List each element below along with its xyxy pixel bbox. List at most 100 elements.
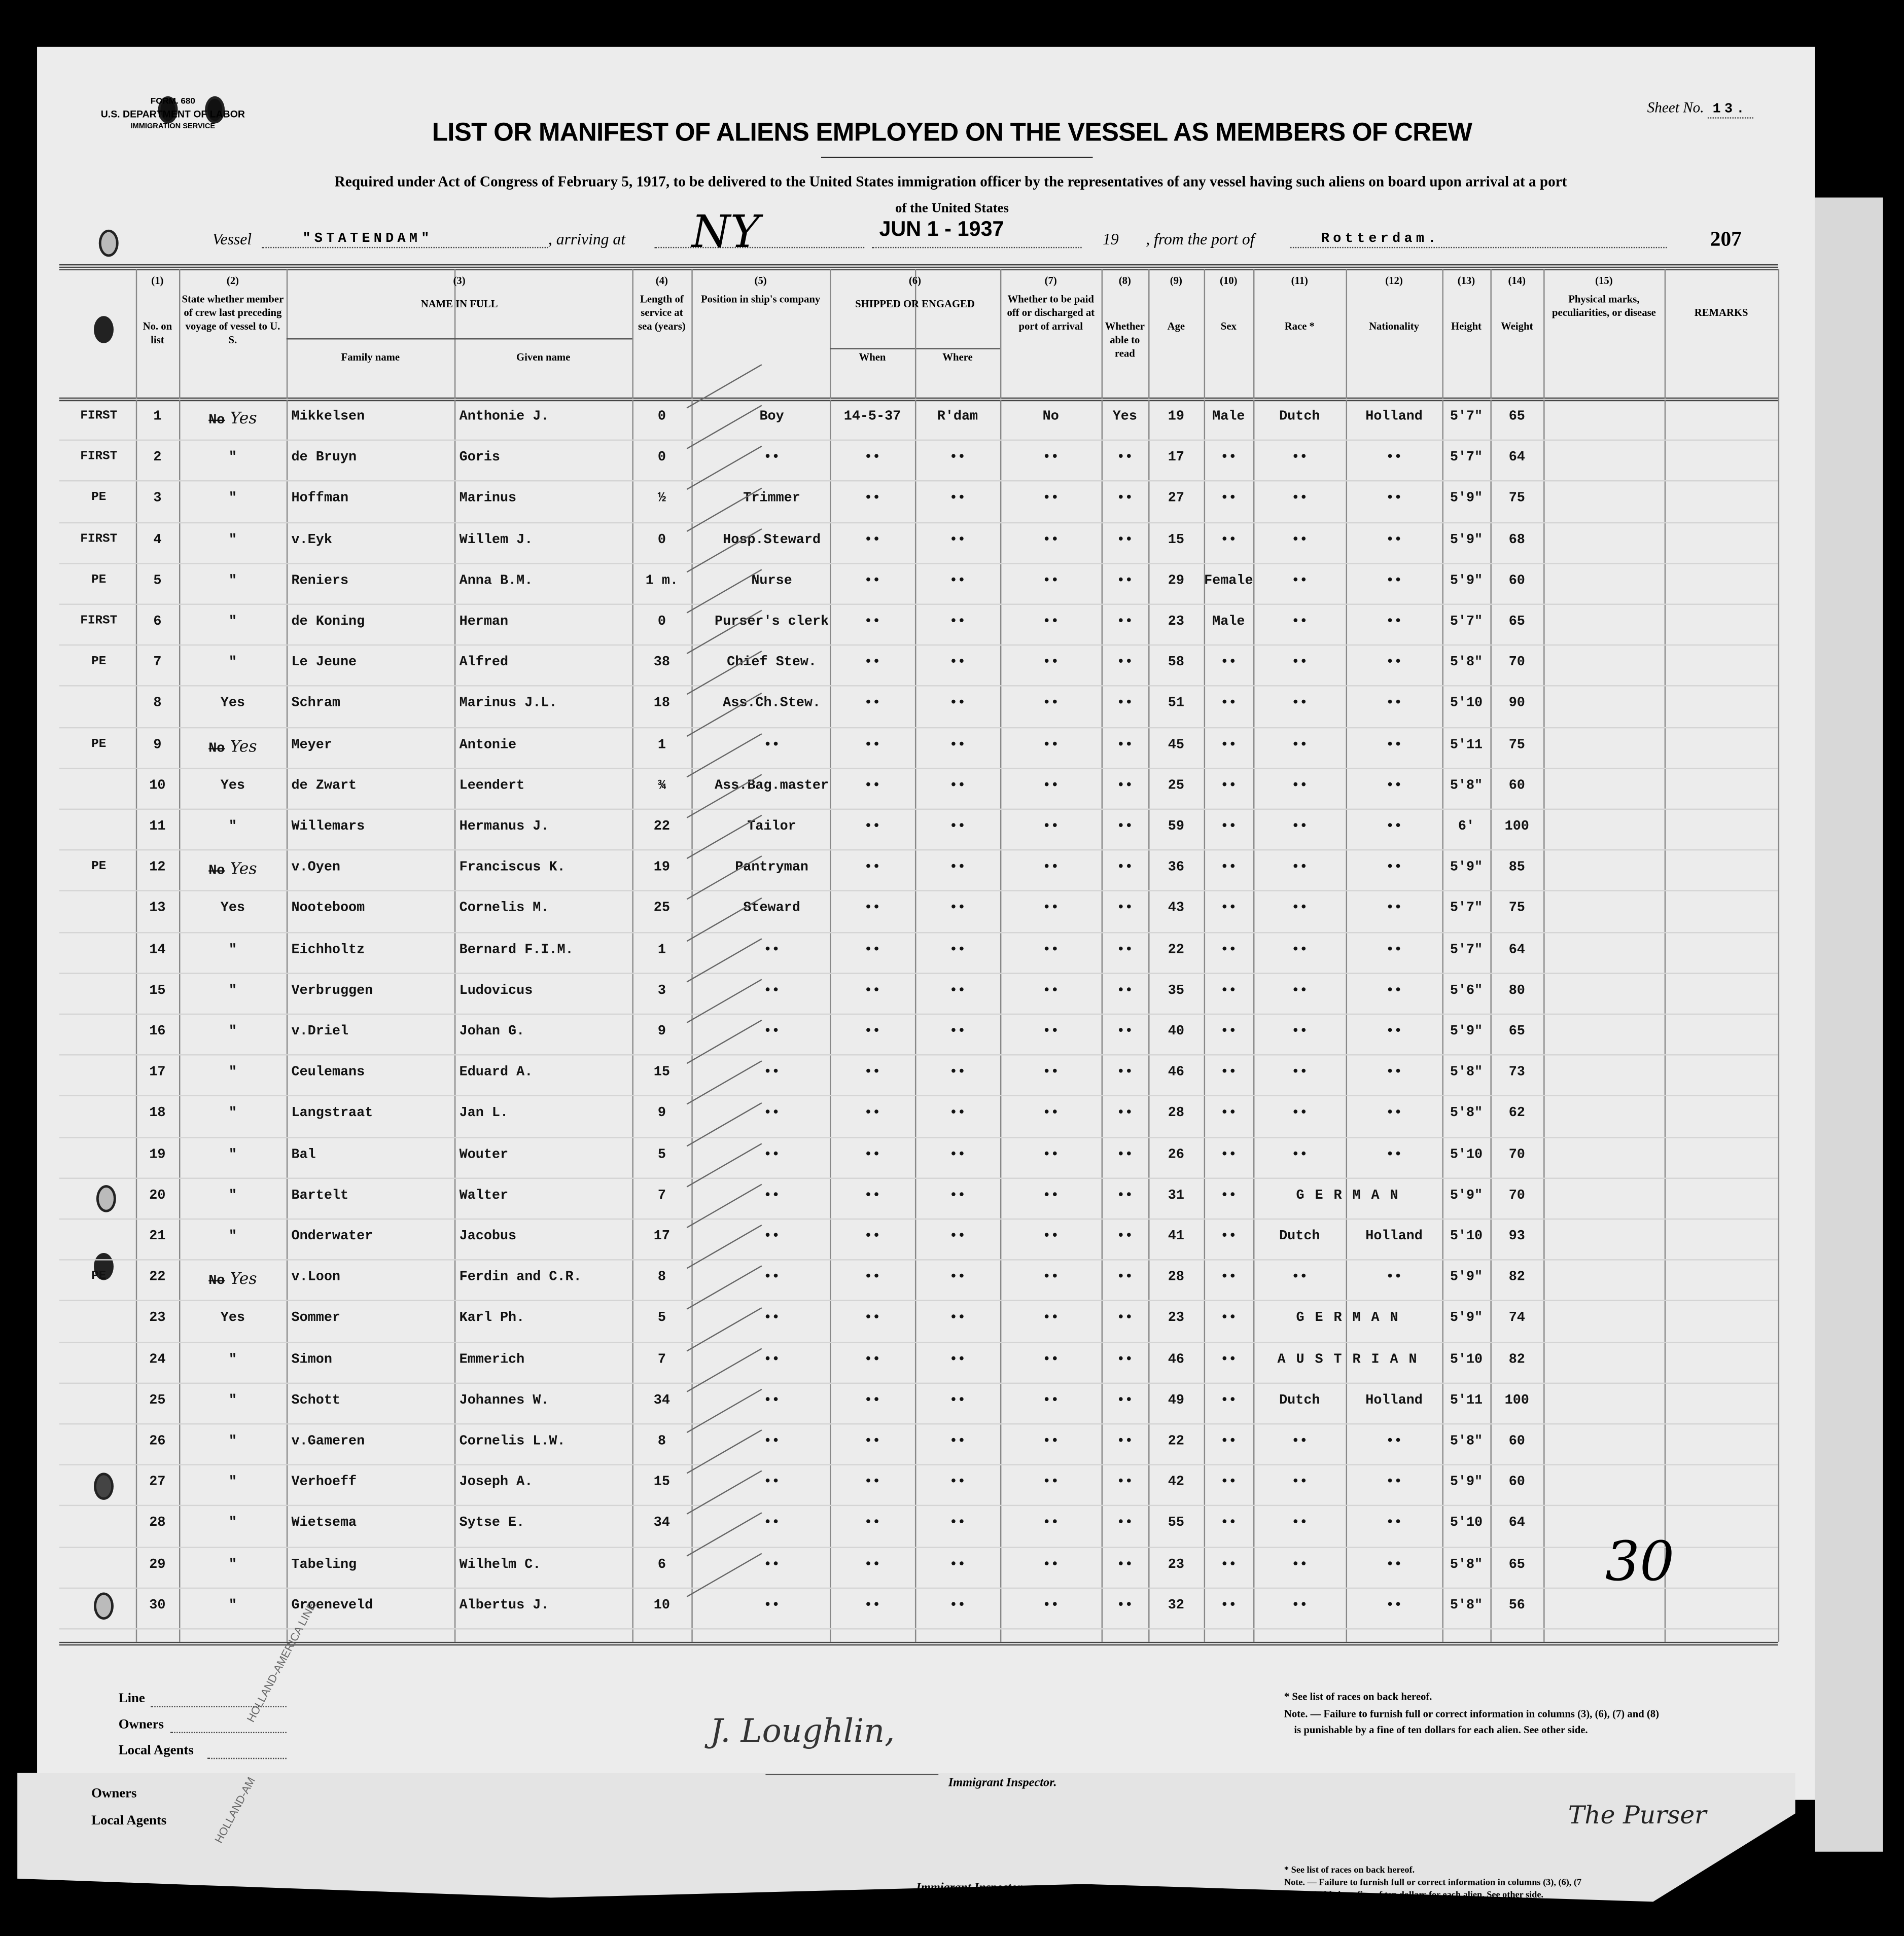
cell-where: •• <box>949 983 966 999</box>
cell-age: 46 <box>1168 1065 1184 1081</box>
cell-weight: 75 <box>1508 491 1525 507</box>
row-rule <box>59 1505 1778 1507</box>
from-port-label: , from the port of <box>1146 229 1255 248</box>
cell-read: •• <box>1116 697 1133 712</box>
cell-weight: 100 <box>1504 819 1529 835</box>
table-row: 29 " Tabeling Wilhelm C. 6 •• •• •• •• •• 23 •• •• ••… <box>0 1557 1778 1577</box>
cell-position: •• <box>763 1393 780 1409</box>
cell-position: •• <box>763 1557 780 1572</box>
cell-family: Schram <box>291 697 340 712</box>
row-rule <box>59 767 1778 769</box>
cell-state: " <box>228 942 237 958</box>
owners-label: Owners <box>118 1717 164 1732</box>
margin-annotation: PE <box>91 1270 107 1284</box>
cell-paid: •• <box>1042 1352 1059 1368</box>
cell-sex: •• <box>1220 1270 1237 1285</box>
column-label: Whether able to read <box>1105 319 1145 360</box>
cell-age: 28 <box>1168 1270 1184 1285</box>
subtitle-continued: of the United States <box>895 201 1009 217</box>
cell-given: Marinus J.L. <box>459 697 557 712</box>
cell-weight: 56 <box>1508 1598 1525 1614</box>
row-rule <box>59 1136 1778 1138</box>
cell-family: Verbruggen <box>291 983 373 999</box>
cell-nationality: •• <box>1386 1598 1402 1614</box>
cell-race: •• <box>1291 942 1308 958</box>
margin-annotation: PE <box>91 737 107 751</box>
cell-age: 31 <box>1168 1188 1184 1204</box>
cell-paid: •• <box>1042 1434 1059 1450</box>
cell-no: 1 <box>153 410 162 425</box>
cell-read: •• <box>1116 861 1133 876</box>
cell-state: No Yes <box>179 738 287 757</box>
table-row: 10 Yes de Zwart Leendert ¾ Ass.Bag.master •• ••… <box>0 779 1778 799</box>
cell-sex: •• <box>1220 1188 1237 1204</box>
cell-weight: 93 <box>1508 1229 1525 1244</box>
cell-no: 24 <box>149 1352 166 1368</box>
cell-height: 5'7" <box>1450 942 1483 958</box>
cell-race: •• <box>1291 1434 1308 1450</box>
table-row: 21 " Onderwater Jacobus 17 •• •• •• •• •• 41 •• Dutc… <box>0 1230 1778 1249</box>
table-row: 16 " v.Driel Johan G. 9 •• •• •• •• •• 40 •• •• •• 5'9… <box>0 1025 1778 1045</box>
column-header-1: (1) No. on list <box>136 274 179 347</box>
cell-no: 22 <box>149 1270 166 1285</box>
cell-age: 28 <box>1168 1106 1184 1122</box>
cell-state: " <box>228 1065 237 1081</box>
cell-paid: •• <box>1042 1229 1059 1244</box>
cell-age: 23 <box>1168 615 1184 630</box>
cell-age: 41 <box>1168 1229 1184 1244</box>
table-row: 15 " Verbruggen Ludovicus 3 •• •• •• •• •• 35 •• •• •… <box>0 984 1778 1003</box>
column-label: REMARKS <box>1694 306 1748 319</box>
local-agents-label: Local Agents <box>118 1743 194 1758</box>
cell-sex: Male <box>1212 410 1245 425</box>
races-note-2: * See list of races on back hereof. <box>1284 1864 1415 1876</box>
cell-given: Cornelis L.W. <box>459 1434 566 1450</box>
cell-when: •• <box>864 1516 881 1531</box>
cell-family: Le Jeune <box>291 656 357 671</box>
cell-where: •• <box>949 532 966 548</box>
cell-nationality: •• <box>1386 573 1402 589</box>
cell-when: •• <box>864 902 881 917</box>
cell-state: No Yes <box>179 1271 287 1289</box>
cell-given: Herman <box>459 615 509 630</box>
cell-sex: •• <box>1220 491 1237 507</box>
cell-position: Nurse <box>751 573 792 589</box>
form-info: FORM. 680 U.S. DEPARTMENT OF LABOR IMMIG… <box>99 96 247 133</box>
cell-weight: 68 <box>1508 532 1525 548</box>
cell-sex: •• <box>1220 1024 1237 1039</box>
struck-answer: No <box>208 741 225 757</box>
cell-age: 43 <box>1168 902 1184 917</box>
cell-paid: •• <box>1042 983 1059 999</box>
cell-where: •• <box>949 819 966 835</box>
cell-family: Bal <box>291 1148 316 1163</box>
cell-nationality: •• <box>1386 1516 1402 1531</box>
cell-state: " <box>228 1557 237 1572</box>
cell-weight: 60 <box>1508 1475 1525 1490</box>
cell-read: •• <box>1116 778 1133 794</box>
arriving-label: , arriving at <box>548 229 626 248</box>
cell-weight: 65 <box>1508 1557 1525 1572</box>
cell-race: •• <box>1291 1024 1308 1039</box>
row-rule <box>59 686 1778 687</box>
table-row: FIRST 1 No Yes Mikkelsen Anthonie J. 0 Boy 14-5… <box>0 410 1778 429</box>
cell-read: •• <box>1116 1311 1133 1326</box>
cell-height: 5'10 <box>1450 1148 1483 1163</box>
cell-no: 20 <box>149 1188 166 1204</box>
cell-state: " <box>228 983 237 999</box>
table-row: PE 3 " Hoffman Marinus ½ Trimmer •• •• •• •• 27 •• ••… <box>0 492 1778 512</box>
cell-race: G E R M A N <box>1296 1311 1400 1326</box>
margin-annotation: PE <box>91 573 107 588</box>
cell-given: Ludovicus <box>459 983 533 999</box>
cell-nationality: •• <box>1386 532 1402 548</box>
cell-given: Bernard F.I.M. <box>459 942 574 958</box>
handwritten-correction: Yes <box>225 410 257 428</box>
cell-paid: •• <box>1042 491 1059 507</box>
cell-family: Nooteboom <box>291 902 365 917</box>
cell-state: " <box>228 1516 237 1531</box>
column-divider <box>1148 269 1150 1642</box>
cell-given: Karl Ph. <box>459 1311 525 1326</box>
cell-weight: 70 <box>1508 656 1525 671</box>
cell-weight: 60 <box>1508 573 1525 589</box>
cell-no: 19 <box>149 1148 166 1163</box>
cell-when: •• <box>864 1311 881 1326</box>
punch-hole <box>96 1185 116 1212</box>
